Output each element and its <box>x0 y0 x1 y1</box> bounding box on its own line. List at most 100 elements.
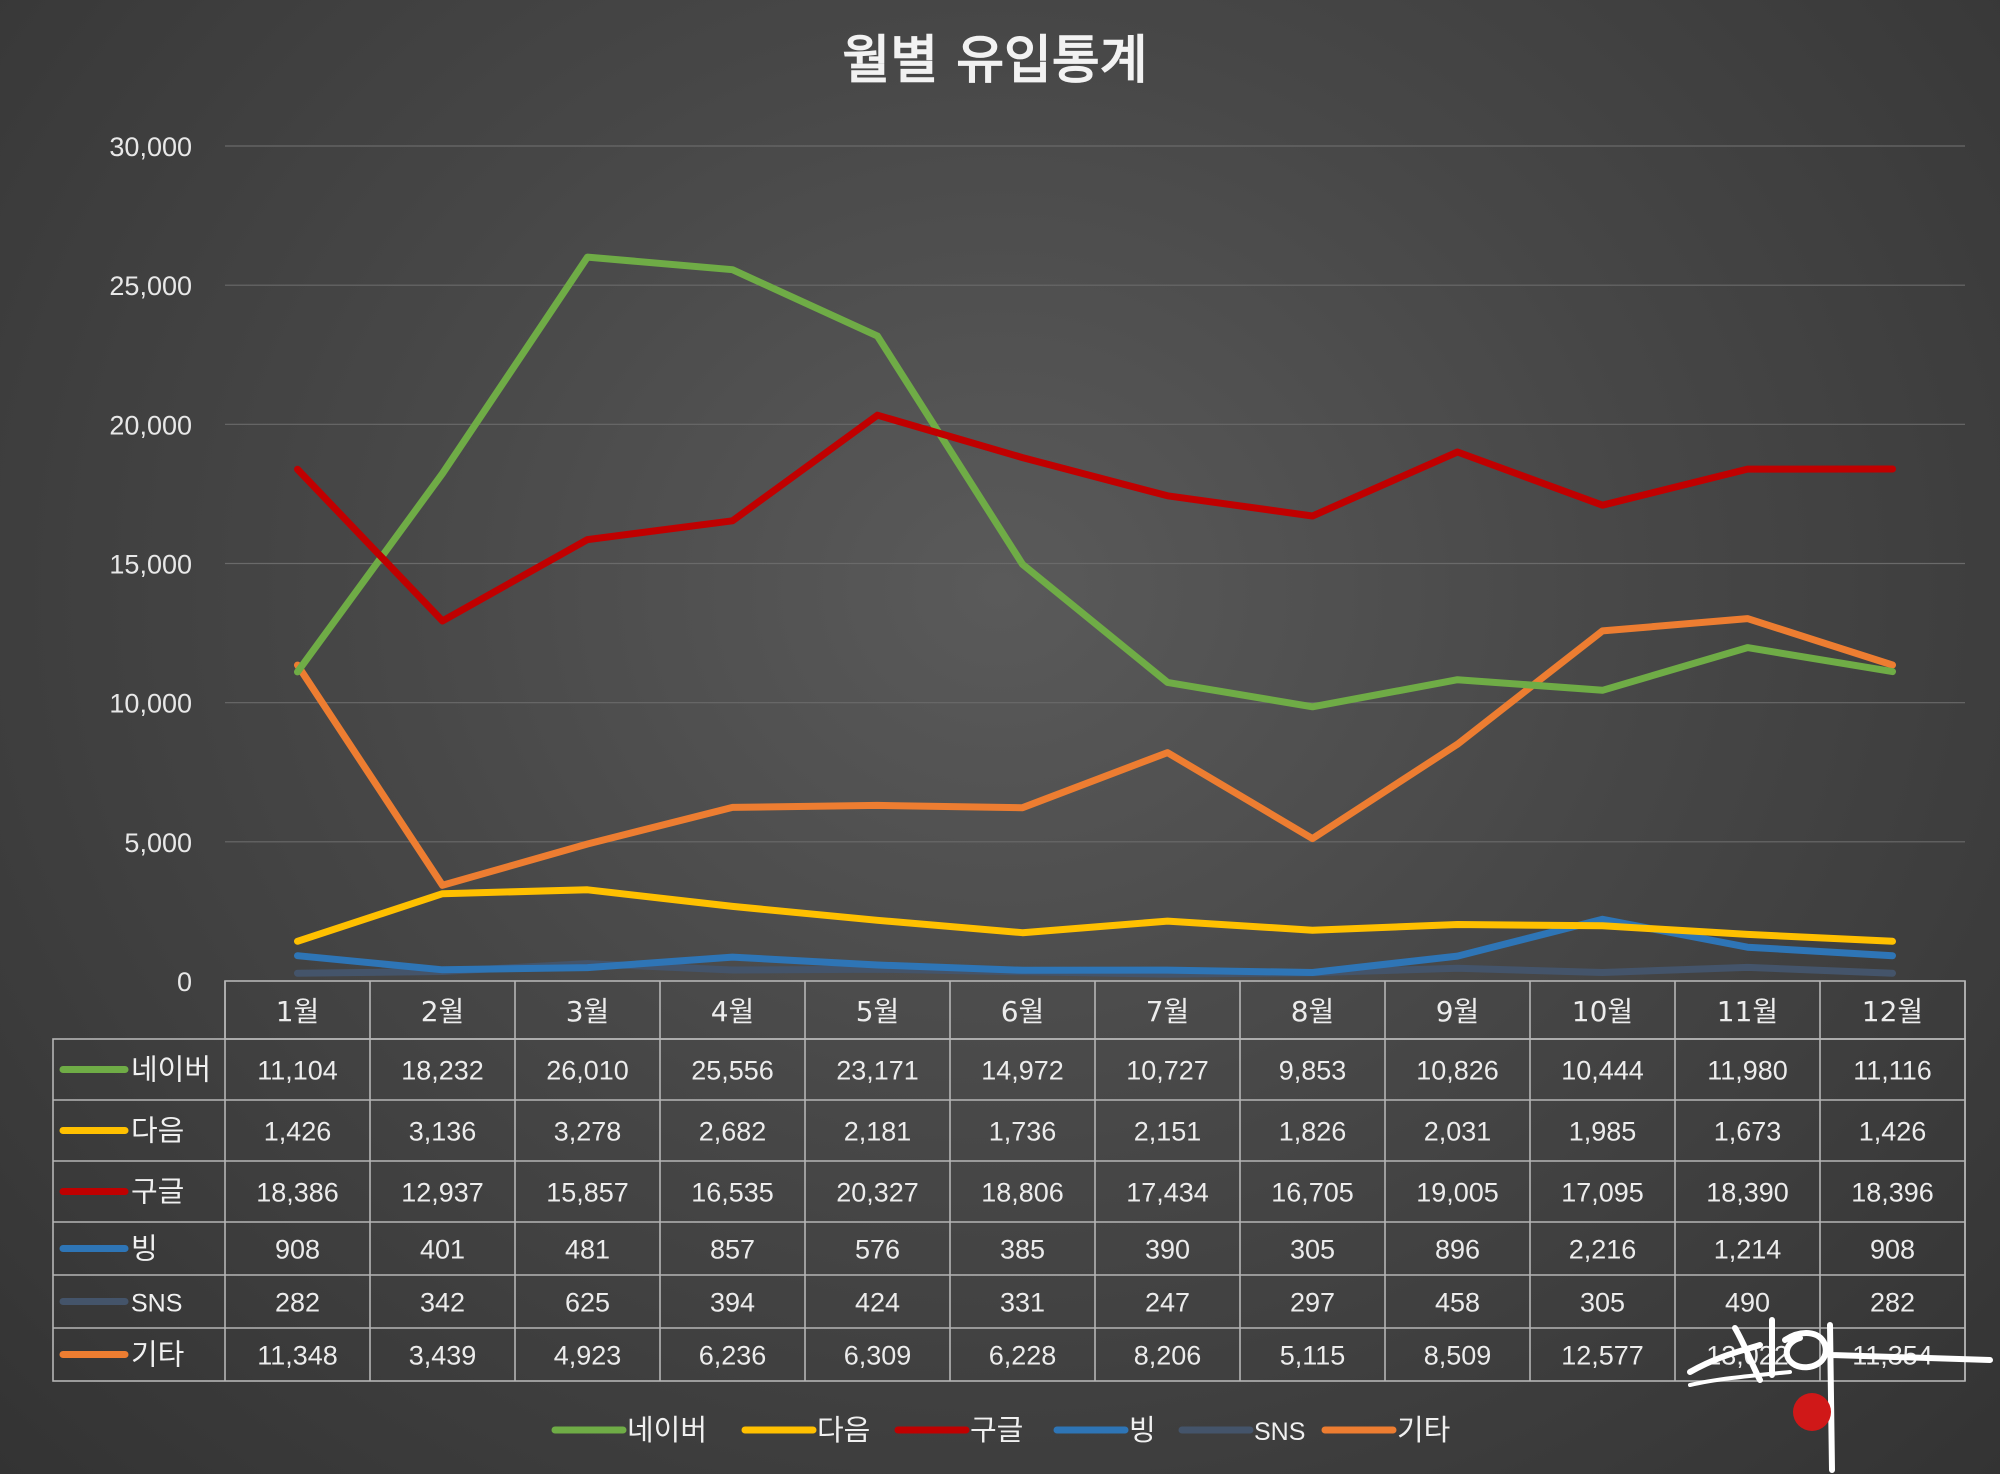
legend-label: 빙 <box>1129 1413 1156 1447</box>
table-header-cell: 2월 <box>421 995 465 1028</box>
table-cell: 1,426 <box>264 1117 332 1147</box>
table-cell: 6,228 <box>989 1341 1057 1371</box>
table-cell: 908 <box>275 1235 320 1265</box>
table-cell: 401 <box>420 1235 465 1265</box>
table-cell: 15,857 <box>546 1178 629 1208</box>
table-cell: 3,439 <box>409 1341 477 1371</box>
table-cell: 16,535 <box>691 1178 774 1208</box>
table-header-cell: 1월 <box>276 995 320 1028</box>
table-cell: 857 <box>710 1235 755 1265</box>
table-cell: 10,444 <box>1561 1056 1644 1086</box>
table-cell: 2,181 <box>844 1117 912 1147</box>
table-cell: 10,826 <box>1416 1056 1499 1086</box>
table-cell: 4,923 <box>554 1341 622 1371</box>
legend-label: SNS <box>1254 1418 1305 1446</box>
table-header-cell: 12월 <box>1862 995 1923 1028</box>
signature-watermark <box>1687 1317 1993 1473</box>
y-axis-ticks: 0 5,000 10,000 15,000 20,000 25,000 30,000 <box>109 132 192 997</box>
table-cell: 10,727 <box>1126 1056 1209 1086</box>
table-header-cell: 7월 <box>1146 995 1190 1028</box>
table-cell: 394 <box>710 1288 755 1318</box>
table-cell: 3,136 <box>409 1117 477 1147</box>
y-tick-label: 15,000 <box>109 550 192 580</box>
table-cell: 625 <box>565 1288 610 1318</box>
table-header-cell: 3월 <box>566 995 610 1028</box>
table-cell: 297 <box>1290 1288 1335 1318</box>
table-header-cell: 5월 <box>856 995 900 1028</box>
table-cell: 576 <box>855 1235 900 1265</box>
table-cell: 12,577 <box>1561 1341 1644 1371</box>
y-tick-label: 30,000 <box>109 132 192 162</box>
table-cell: 6,309 <box>844 1341 912 1371</box>
table-header-cell: 4월 <box>711 995 755 1028</box>
table-cell: 458 <box>1435 1288 1480 1318</box>
table-cell: 282 <box>1870 1288 1915 1318</box>
table-cell: 305 <box>1290 1235 1335 1265</box>
table-cell: 1,214 <box>1714 1235 1782 1265</box>
table-cell: 18,806 <box>981 1178 1064 1208</box>
table-header-cell: 10월 <box>1572 995 1633 1028</box>
table-cell: 1,426 <box>1859 1117 1927 1147</box>
table-cell: 305 <box>1580 1288 1625 1318</box>
table-cell: 342 <box>420 1288 465 1318</box>
table-cell: 8,206 <box>1134 1341 1202 1371</box>
table-cell: 1,985 <box>1569 1117 1637 1147</box>
gridlines <box>225 145 1965 843</box>
y-tick-label: 5,000 <box>124 828 192 858</box>
table-row-label: 빙 <box>131 1232 158 1266</box>
table-cell: 18,390 <box>1706 1178 1789 1208</box>
table-cell: 12,937 <box>401 1178 484 1208</box>
table-cell: 5,115 <box>1280 1341 1346 1371</box>
table-cell: 247 <box>1145 1288 1190 1318</box>
table-body <box>52 1038 1966 1382</box>
table-cell: 424 <box>855 1288 900 1318</box>
signature-stroke <box>1687 1317 1993 1473</box>
table-cell: 16,705 <box>1271 1178 1354 1208</box>
table-cell: 19,005 <box>1416 1178 1499 1208</box>
table-cell: 11,104 <box>257 1056 338 1086</box>
table-header-cell: 9월 <box>1436 995 1480 1028</box>
table-cell: 11,116 <box>1853 1056 1932 1086</box>
table-header-cell: 6월 <box>1001 995 1045 1028</box>
table-cell: 20,327 <box>836 1178 919 1208</box>
table-cell: 11,980 <box>1707 1056 1788 1086</box>
table-cell: 908 <box>1870 1235 1915 1265</box>
series-line-5 <box>294 615 1896 889</box>
legend-label: 구글 <box>970 1413 1023 1447</box>
series-lines <box>294 253 1896 978</box>
table-cell: 2,216 <box>1569 1235 1637 1265</box>
y-tick-label: 25,000 <box>109 271 192 301</box>
table-cell: 26,010 <box>546 1056 629 1086</box>
table-cell: 390 <box>1145 1235 1190 1265</box>
table-cell: 896 <box>1435 1235 1480 1265</box>
table-cell: 23,171 <box>836 1056 919 1086</box>
table-row-label: 네이버 <box>131 1053 211 1087</box>
table-cell: 9,853 <box>1279 1056 1347 1086</box>
y-tick-label: 0 <box>177 967 192 997</box>
table-cell: 1,673 <box>1714 1117 1782 1147</box>
table-cell: 2,682 <box>699 1117 767 1147</box>
table-cell: 331 <box>1000 1288 1045 1318</box>
table-header-cell: 8월 <box>1291 995 1335 1028</box>
table-cell: 490 <box>1725 1288 1770 1318</box>
table-cell: 18,232 <box>401 1056 484 1086</box>
table-cell: 2,151 <box>1134 1117 1202 1147</box>
table-cell: 17,434 <box>1126 1178 1209 1208</box>
table-cell: 6,236 <box>699 1341 767 1371</box>
signature-underline <box>1688 1370 1792 1387</box>
seal-stamp <box>1793 1393 1831 1431</box>
table-row-label: SNS <box>131 1290 182 1318</box>
table-cell: 17,095 <box>1561 1178 1644 1208</box>
series-line-2 <box>294 411 1896 625</box>
table-cell: 481 <box>565 1235 610 1265</box>
table-cell: 18,386 <box>256 1178 339 1208</box>
legend-label: 다음 <box>817 1413 870 1447</box>
table-cell: 2,031 <box>1424 1117 1492 1147</box>
y-tick-label: 10,000 <box>109 689 192 719</box>
legend-label: 네이버 <box>627 1413 707 1447</box>
table-cell: 385 <box>1000 1235 1045 1265</box>
table-cell: 3,278 <box>554 1117 622 1147</box>
table-header-cell: 11월 <box>1717 995 1778 1028</box>
